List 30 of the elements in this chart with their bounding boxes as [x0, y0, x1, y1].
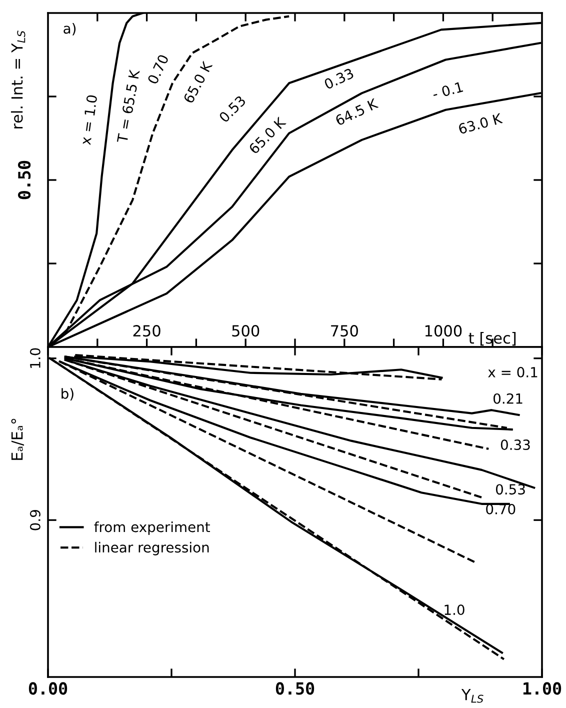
x-axis-title: Y$_{LS}$: [461, 689, 484, 703]
legend-label: from experiment: [94, 521, 210, 535]
x-tick-label: 750: [331, 325, 358, 337]
annotation: - 0.1: [432, 81, 464, 100]
annotation: 64.5 K: [334, 98, 379, 126]
annotation: 0.33: [324, 68, 354, 90]
annotation: 0.33: [500, 440, 530, 450]
y-axis-title: Eₐ/Eₐ°: [11, 418, 24, 460]
annotation: 0.70: [147, 54, 169, 85]
y-axis-title: rel. Int. = Y$_{LS}$: [10, 30, 26, 128]
annotation: 1.0: [444, 604, 464, 616]
x-tick-label: 1.00: [523, 682, 562, 695]
annotation: 63.0 K: [458, 112, 504, 134]
x-axis-title: t [sec]: [468, 332, 516, 346]
annotation: 65.0 K: [182, 60, 213, 104]
x-tick-label: 1000: [425, 325, 462, 337]
annotation: 0.21: [494, 393, 522, 404]
legend-label: linear regression: [95, 542, 209, 556]
annotation: b): [62, 388, 74, 401]
x-tick-label: 0.00: [28, 682, 68, 695]
y-tick-label: 0.9: [30, 510, 40, 530]
text: 0.50: [18, 160, 31, 200]
annotation: x = 0.1: [488, 366, 538, 378]
annotation: a): [64, 22, 76, 36]
x-tick-label: 250: [133, 325, 160, 337]
x-tick-label: 0.50: [276, 682, 314, 695]
annotation: 0.53: [496, 484, 525, 495]
x-tick-label: 500: [232, 325, 260, 337]
annotation: T = 65.5 K: [116, 68, 140, 144]
annotation: x = 1.0: [80, 94, 98, 146]
